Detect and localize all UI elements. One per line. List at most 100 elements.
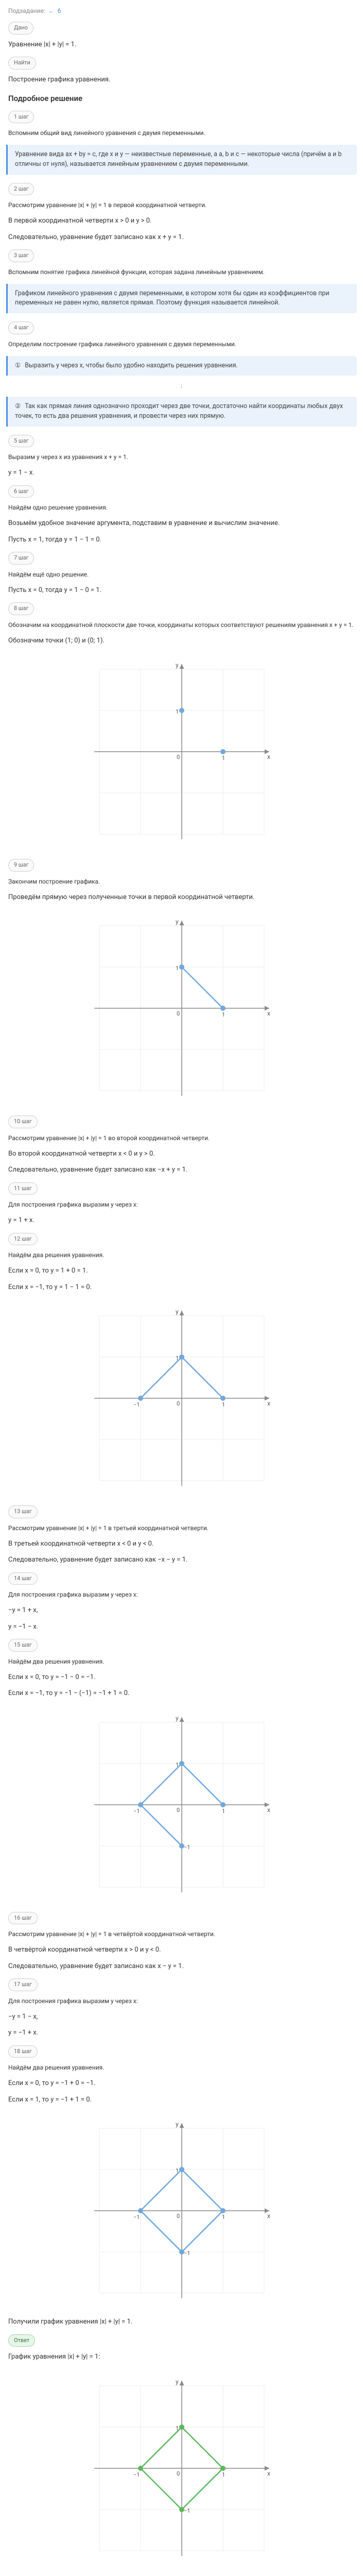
svg-text:1: 1: [222, 2471, 225, 2478]
step10-l1: Во второй координатной четверти x < 0 и …: [0, 1146, 363, 1162]
svg-text:0: 0: [177, 1807, 180, 1814]
step-tag: 3 шаг: [8, 249, 34, 262]
svg-text:0: 0: [177, 2470, 180, 2477]
svg-text:y: y: [176, 1308, 179, 1315]
svg-text:1: 1: [222, 1011, 225, 1018]
step13-l2: Следовательно, уравнение будет записано …: [0, 1552, 363, 1568]
svg-text:−1: −1: [133, 2471, 140, 2478]
svg-text:x: x: [267, 1010, 270, 1017]
arrow-icon: ↓: [0, 380, 363, 393]
svg-text:x: x: [267, 753, 270, 760]
svg-text:−1: −1: [133, 1808, 140, 1815]
step11-eq: y = 1 + x.: [0, 1212, 363, 1229]
svg-text:−1: −1: [184, 2507, 190, 2514]
step17-eq2: y = −1 + x.: [0, 2025, 363, 2041]
step-tag: 7 шаг: [8, 552, 34, 565]
step13-l1: В третьей координатной четверти x < 0 и …: [0, 1536, 363, 1552]
svg-text:1: 1: [176, 2167, 179, 2174]
step16-l1: В четвёртой координатной четверти x > 0 …: [0, 1942, 363, 1958]
step8-l: Обозначим точки (1; 0) и (0; 1).: [0, 633, 363, 649]
step18-l1: Если x = 0, то y = −1 + 0 = −1.: [0, 2075, 363, 2092]
step10-l2: Следовательно, уравнение будет записано …: [0, 1162, 363, 1178]
step4-text: Определим построение графика линейного у…: [0, 336, 363, 352]
step-tag: 11 шаг: [8, 1182, 38, 1195]
find-tag: Найти: [8, 57, 36, 70]
svg-text:y: y: [176, 1715, 179, 1722]
step2-text: Рассмотрим уравнение |x| + |y| = 1 в пер…: [0, 197, 363, 213]
step7-text: Найдём ещё одно решение.: [0, 567, 363, 582]
svg-text:0: 0: [177, 1010, 180, 1017]
svg-text:1: 1: [176, 1761, 179, 1768]
svg-text:−1: −1: [184, 1844, 190, 1851]
step14-eq2: y = −1 − x.: [0, 1619, 363, 1635]
step12-l1: Если x = 0, то y = 1 + 0 = 1.: [0, 1263, 363, 1279]
find-text: Построение графика уравнения.: [0, 72, 363, 88]
svg-text:y: y: [176, 662, 179, 669]
step17-eq1: −y = 1 − x,: [0, 2009, 363, 2025]
step11-text: Для построения графика выразим y через x…: [0, 1197, 363, 1212]
step1-box: Уравнение вида ax + by = c, где x и y — …: [6, 145, 357, 175]
svg-text:1: 1: [176, 2425, 179, 2432]
svg-text:y: y: [176, 2378, 179, 2385]
step4-box1: ①Выразить y через x, чтобы было удобно н…: [6, 356, 357, 376]
step6-l1: Возьмём удобное значение аргумента, подс…: [0, 515, 363, 532]
breadcrumb: Подзадание: ← 6: [0, 0, 363, 18]
step-tag: 2 шаг: [8, 183, 34, 196]
step12-text: Найдём два решения уравнения.: [0, 1247, 363, 1263]
step-tag: 4 шаг: [8, 321, 34, 334]
svg-text:1: 1: [222, 1808, 225, 1815]
svg-text:1: 1: [176, 1355, 179, 1362]
step7-l: Пусть x = 0, тогда y = 1 − 0 = 1.: [0, 582, 363, 599]
svg-text:0: 0: [177, 754, 180, 760]
step9-text: Закончим построение графика.: [0, 874, 363, 889]
svg-text:1: 1: [222, 1401, 225, 1408]
step3-text: Вспомним понятие графика линейной функци…: [0, 264, 363, 280]
equation: Уравнение |x| + |y| = 1.: [0, 37, 363, 53]
step6-text: Найдём одно решение уравнения.: [0, 500, 363, 515]
chart-points: 1 1 0 x y: [0, 649, 363, 855]
svg-text:1: 1: [176, 708, 179, 715]
svg-text:x: x: [267, 2212, 270, 2219]
chart-q12: 11−10 xy: [0, 1295, 363, 1501]
step-tag: 9 шаг: [8, 859, 34, 872]
step10-text: Рассмотрим уравнение |x| + |y| = 1 во вт…: [0, 1130, 363, 1146]
back-arrow[interactable]: ←: [48, 6, 55, 15]
step9-l: Проведём прямую через полученные точки в…: [0, 889, 363, 906]
answer-text: График уравнения |x| + |y| = 1:: [0, 2349, 363, 2365]
step19-l: Получили график уравнения |x| + |y| = 1.: [0, 2314, 363, 2330]
svg-text:x: x: [267, 1400, 270, 1407]
step18-text: Найдём два решения уравнения.: [0, 2060, 363, 2075]
step-tag: 1 шаг: [8, 111, 34, 124]
given-tag: Дано: [8, 22, 33, 35]
step15-l1: Если x = 0, то y = −1 − 0 = −1.: [0, 1669, 363, 1686]
step4-box1-text: Выразить y через x, чтобы было удобно на…: [25, 362, 238, 369]
step3-box: Графиком линейного уравнения с двумя пер…: [6, 284, 357, 314]
step2-l2: Следовательно, уравнение будет записано …: [0, 229, 363, 246]
step4-box2-text: Так как прямая линия однозначно проходит…: [15, 402, 343, 420]
step14-text: Для построения графика выразим y через x…: [0, 1587, 363, 1602]
step12-l2: Если x = −1, то y = 1 − 1 = 0.: [0, 1279, 363, 1296]
solution-title: Подробное решение: [0, 88, 363, 107]
step15-text: Найдём два решения уравнения.: [0, 1654, 363, 1669]
step-tag: 12 шаг: [8, 1233, 38, 1246]
svg-text:1: 1: [222, 2214, 225, 2221]
svg-text:−1: −1: [133, 2214, 140, 2221]
step-tag: 10 шаг: [8, 1115, 38, 1128]
step13-text: Рассмотрим уравнение |x| + |y| = 1 в тре…: [0, 1520, 363, 1536]
step-tag: 13 шаг: [8, 1505, 38, 1518]
step-tag: 8 шаг: [8, 602, 34, 615]
step1-text: Вспомним общий вид линейного уравнения с…: [0, 125, 363, 141]
step6-l2: Пусть x = 1, тогда y = 1 − 1 = 0.: [0, 532, 363, 548]
chart-answer: 1 1 −1 −1 0 x y: [0, 2365, 363, 2571]
step17-text: Для построения графика выразим y через x…: [0, 1993, 363, 2009]
breadcrumb-label: Подзадание:: [8, 6, 45, 15]
step-tag: 18 шаг: [8, 2045, 38, 2058]
svg-text:1: 1: [176, 965, 179, 972]
step1-box-text: Уравнение вида ax + by = c, где x и y — …: [15, 150, 342, 168]
svg-text:x: x: [267, 2470, 270, 2477]
step5-eq: y = 1 − x.: [0, 465, 363, 481]
svg-text:y: y: [176, 918, 179, 925]
step2-l1: В первой координатной четверти x > 0 и y…: [0, 213, 363, 229]
chart-full: 11−1−10 xy: [0, 2108, 363, 2314]
step-tag: 14 шаг: [8, 1572, 38, 1585]
